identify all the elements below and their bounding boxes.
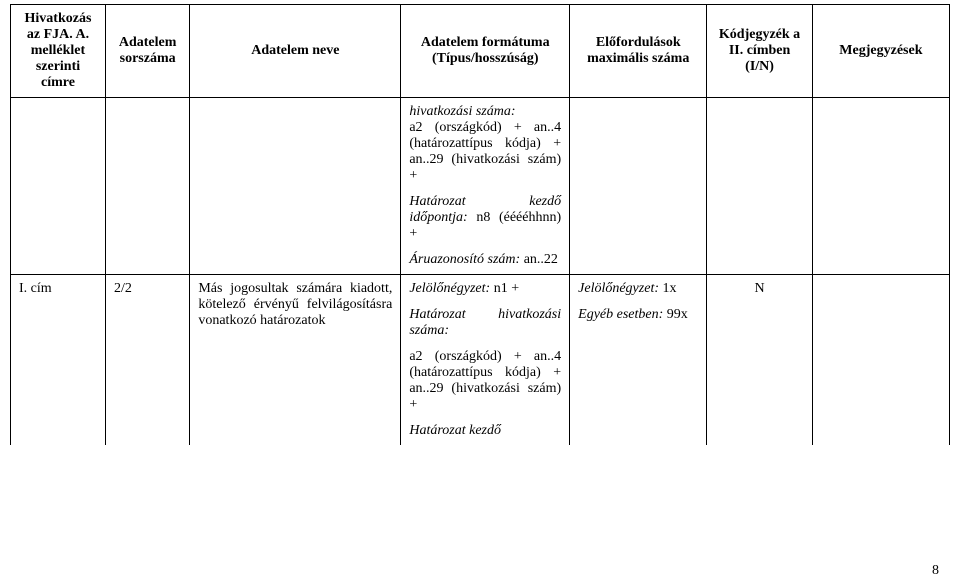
text-line: Áruazonosító szám: an..22	[409, 252, 561, 268]
header-row: Hivatkozás az FJA. A. melléklet szerinti…	[11, 5, 950, 98]
cell-format: hivatkozási száma: a2 (országkód) + an..…	[401, 98, 570, 275]
cell	[105, 98, 189, 275]
cell-sorszam: 2/2	[105, 275, 189, 446]
text-span: Jelölőnégyzet:	[409, 281, 490, 296]
table-row: hivatkozási száma: a2 (országkód) + an..…	[11, 98, 950, 275]
text-line: Határozat hivatkozási száma:	[409, 307, 561, 339]
cell-elofordulas: Jelölőnégyzet: 1x Egyéb esetben: 99x	[570, 275, 707, 446]
page-number: 8	[932, 563, 939, 579]
text-span: Jelölőnégyzet:	[578, 281, 659, 296]
text-span: Egyéb esetben:	[578, 307, 663, 322]
cell-kodjegyzek: N	[707, 275, 813, 446]
text-span: n1 +	[490, 281, 519, 296]
cell-megjegyzesek	[812, 275, 949, 446]
text-span: 99x	[663, 307, 688, 322]
text-span: 1x	[659, 281, 677, 296]
cell-format: Jelölőnégyzet: n1 + Határozat hivatkozás…	[401, 275, 570, 446]
text-line: hivatkozási száma:	[409, 104, 561, 120]
text-line: Jelölőnégyzet: 1x	[578, 281, 698, 297]
cell-ref: I. cím	[11, 275, 106, 446]
cell	[570, 98, 707, 275]
text-span: Áruazonosító szám:	[409, 252, 523, 267]
header-cell-neve: Adatelem neve	[190, 5, 401, 98]
text-line: Határozat kezdő időpontja: n8 (éééé­hh­n…	[409, 194, 561, 242]
data-table: Hivatkozás az FJA. A. melléklet szerinti…	[10, 4, 950, 445]
cell	[707, 98, 813, 275]
cell	[11, 98, 106, 275]
header-cell-megjegyzesek: Megjegyzések	[812, 5, 949, 98]
text-line: Egyéb esetben: 99x	[578, 307, 698, 323]
text-line: Határozat kezdő	[409, 423, 561, 439]
text-span: an..22	[524, 252, 558, 267]
table-row: I. cím 2/2 Más jogosultak számára kiadot…	[11, 275, 950, 446]
text-line: a2 (országkód) + an..4 (határozattípus k…	[409, 120, 561, 184]
text-line: Jelölőnégyzet: n1 +	[409, 281, 561, 297]
header-cell-elofordulas: Előfordulások maximális száma	[570, 5, 707, 98]
cell	[812, 98, 949, 275]
text-line: a2 (országkód) + an..4 (határozattípus k…	[409, 349, 561, 413]
cell-neve: Más jogosultak számára kiadott, kötelező…	[190, 275, 401, 446]
cell	[190, 98, 401, 275]
header-cell-kodjegyzek: Kódjegyzék a II. címben (I/N)	[707, 5, 813, 98]
header-cell-ref: Hivatkozás az FJA. A. melléklet szerinti…	[11, 5, 106, 98]
header-cell-format: Adatelem formátuma (Típus/hosszúság)	[401, 5, 570, 98]
header-cell-sorszam: Adatelem sorszáma	[105, 5, 189, 98]
